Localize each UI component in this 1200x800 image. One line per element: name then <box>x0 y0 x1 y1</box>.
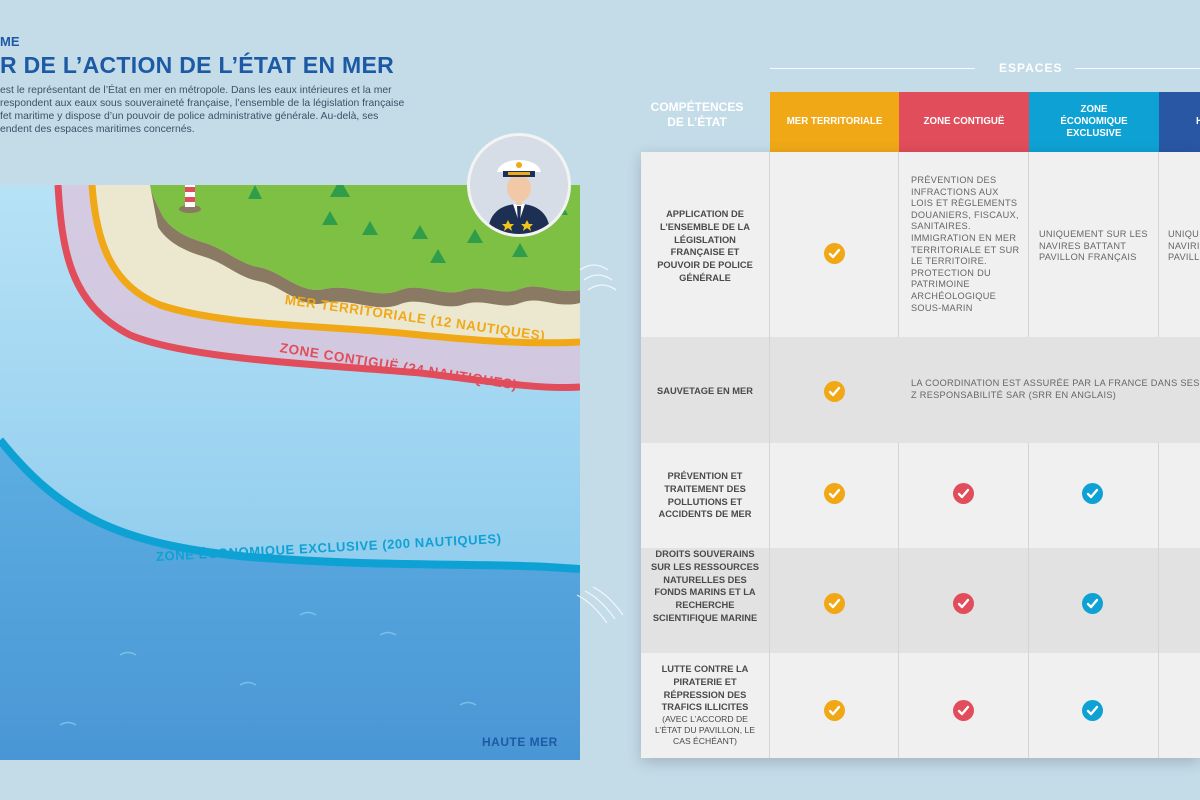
check-icon <box>824 593 845 614</box>
check-icon <box>1082 483 1103 504</box>
maritime-zones-map <box>0 185 580 760</box>
column-header-label: H <box>1196 116 1200 127</box>
column-divider <box>1028 152 1029 337</box>
row-label: APPLICATION DE L’ENSEMBLE DE LA LÉGISLAT… <box>657 209 753 283</box>
check-icon <box>824 483 845 504</box>
check-icon <box>1082 700 1103 721</box>
espaces-rule-right <box>1075 68 1200 69</box>
column-header-zee: ZONE ÉCONOMIQUE EXCLUSIVE <box>1029 92 1159 160</box>
column-divider <box>1158 443 1159 758</box>
intro-line: endent des espaces maritimes concernés. <box>0 124 195 135</box>
wave-marks <box>59 611 477 726</box>
row-label-main: LUTTE CONTRE LA PIRATERIE ET RÉPRESSION … <box>661 664 749 713</box>
row-label-note: (AVEC L’ACCORD DE L’ÉTAT DU PAVILLON, LE… <box>655 714 755 747</box>
territorial-sea-boundary <box>88 185 580 347</box>
row-label: SAUVETAGE EN MER <box>657 386 753 396</box>
column-header-label: MER TERRITORIALE <box>786 116 883 127</box>
cliff-edge <box>150 185 580 308</box>
wave-decoration <box>579 264 617 291</box>
column-header-label: ZONE ÉCONOMIQUE EXCLUSIVE <box>1060 104 1128 139</box>
row-label: PRÉVENTION ET TRAITEMENT DES POLLUTIONS … <box>658 471 752 520</box>
section-kicker: ME <box>0 34 20 49</box>
table-row <box>641 337 1200 443</box>
prefect-avatar <box>467 133 571 237</box>
intro-line: respondent aux eaux sous souveraineté fr… <box>0 98 405 109</box>
column-header-haute-mer: H <box>1159 92 1200 152</box>
row-label: DROITS SOUVERAINS SUR LES RESSOURCES NAT… <box>651 549 759 623</box>
espaces-rule-left <box>770 68 975 69</box>
page-title: R DE L’ACTION DE L’ÉTAT EN MER <box>0 52 395 78</box>
column-divider <box>769 152 770 758</box>
check-icon <box>953 483 974 504</box>
column-divider <box>1158 152 1159 337</box>
espaces-label: ESPACES <box>999 61 1063 75</box>
competences-table: APPLICATION DE L’ENSEMBLE DE LA LÉGISLAT… <box>641 152 1200 758</box>
table-row <box>641 548 1200 653</box>
cell-text: UNIQUEMENT SUR LES NAVIRES BATTANT PAVIL… <box>1039 229 1148 263</box>
column-divider <box>898 152 899 337</box>
intro-line: est le représentant de l’État en mer en … <box>0 85 392 96</box>
lighthouse-icon <box>179 185 201 213</box>
high-seas-label: HAUTE MER <box>482 735 558 749</box>
column-divider <box>1028 443 1029 758</box>
cell-text: PRÉVENTION DES INFRACTIONS AUX LOIS ET R… <box>911 175 1020 313</box>
contiguous-zone-boundary <box>54 185 580 392</box>
land-area <box>150 185 580 294</box>
zee-boundary <box>0 437 580 573</box>
deep-sea-area <box>0 440 580 760</box>
cell-text: UNIQU NAVIRI PAVILL <box>1168 229 1200 263</box>
check-icon <box>953 700 974 721</box>
intro-text: est le représentant de l’État en mer en … <box>0 84 496 136</box>
officer-icon <box>488 160 550 234</box>
column-header-label: ZONE CONTIGUË <box>923 116 1005 127</box>
column-header-territoriale: MER TERRITORIALE <box>770 92 899 160</box>
check-icon <box>824 243 845 264</box>
check-icon <box>824 381 845 402</box>
row-label: LUTTE CONTRE LA PIRATERIE ET RÉPRESSION … <box>649 663 761 747</box>
competences-label: COMPÉTENCES DE L’ÉTAT <box>650 100 744 129</box>
check-icon <box>1082 593 1103 614</box>
cell-text: LA COORDINATION EST ASSURÉE PAR LA FRANC… <box>911 378 1200 400</box>
wave-decoration <box>576 586 624 624</box>
column-header-contigue: ZONE CONTIGUË <box>899 92 1029 160</box>
intro-line: fet maritime y dispose d’un pouvoir de p… <box>0 111 379 122</box>
column-divider <box>898 443 899 758</box>
check-icon <box>824 700 845 721</box>
check-icon <box>953 593 974 614</box>
